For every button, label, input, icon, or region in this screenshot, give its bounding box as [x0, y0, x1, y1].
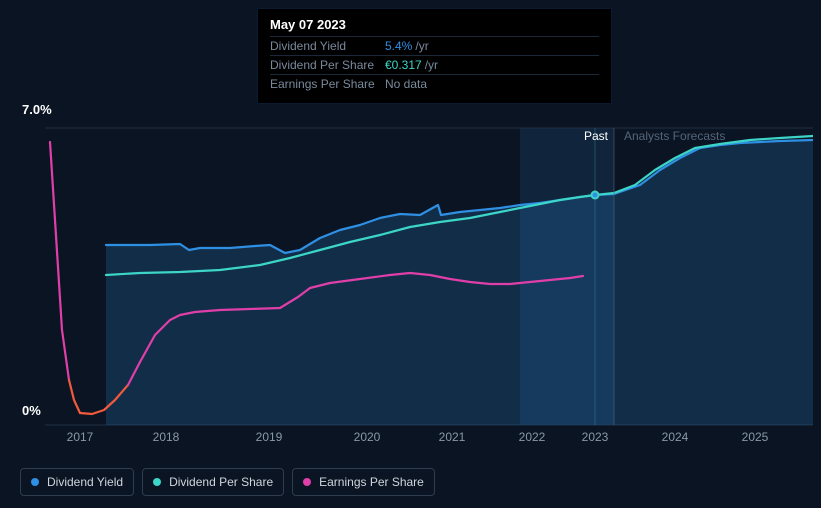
xaxis-year-label: 2018: [153, 430, 180, 444]
chart-area[interactable]: Past Analysts Forecasts 7.0% 0% 2017 2018 2019…: [20, 100, 813, 460]
tooltip-row: Earnings Per ShareNo data: [270, 74, 599, 93]
legend-item-label: Dividend Per Share: [169, 475, 273, 489]
xaxis-year-label: 2025: [742, 430, 769, 444]
tooltip-row-unit: /yr: [415, 39, 428, 53]
chart-container: May 07 2023 Dividend Yield5.4%/yrDividen…: [0, 0, 821, 508]
legend-dot-icon: [153, 478, 161, 486]
hover-tooltip: May 07 2023 Dividend Yield5.4%/yrDividen…: [257, 8, 612, 104]
past-label: Past: [584, 129, 609, 143]
xaxis-year-label: 2024: [662, 430, 689, 444]
line-chart-svg: Past Analysts Forecasts 7.0% 0% 2017 2018 2019…: [20, 100, 813, 460]
xaxis-year-label: 2020: [354, 430, 381, 444]
legend-dot-icon: [303, 478, 311, 486]
xaxis-year-label: 2019: [256, 430, 283, 444]
tooltip-row-label: Earnings Per Share: [270, 77, 385, 91]
xaxis-year-label: 2021: [439, 430, 466, 444]
tooltip-row-value: No data: [385, 77, 427, 91]
tooltip-row-value: 5.4%: [385, 39, 412, 53]
tooltip-row-unit: /yr: [425, 58, 438, 72]
legend-item-label: Dividend Yield: [47, 475, 123, 489]
legend-item[interactable]: Dividend Yield: [20, 468, 134, 496]
tooltip-row-value: €0.317: [385, 58, 422, 72]
xaxis-year-label: 2017: [67, 430, 94, 444]
yaxis-top-label: 7.0%: [22, 102, 52, 117]
legend-item[interactable]: Earnings Per Share: [292, 468, 435, 496]
xaxis-year-label: 2023: [582, 430, 609, 444]
yaxis-bottom-label: 0%: [22, 403, 41, 418]
tooltip-date: May 07 2023: [270, 17, 599, 32]
tooltip-row: Dividend Yield5.4%/yr: [270, 36, 599, 55]
legend: Dividend Yield Dividend Per Share Earnings…: [20, 468, 435, 496]
xaxis-year-label: 2022: [519, 430, 546, 444]
legend-dot-icon: [31, 478, 39, 486]
forecast-label: Analysts Forecasts: [624, 129, 725, 143]
tooltip-row-label: Dividend Per Share: [270, 58, 385, 72]
legend-item[interactable]: Dividend Per Share: [142, 468, 284, 496]
tooltip-row-label: Dividend Yield: [270, 39, 385, 53]
tooltip-row: Dividend Per Share€0.317/yr: [270, 55, 599, 74]
legend-item-label: Earnings Per Share: [319, 475, 424, 489]
